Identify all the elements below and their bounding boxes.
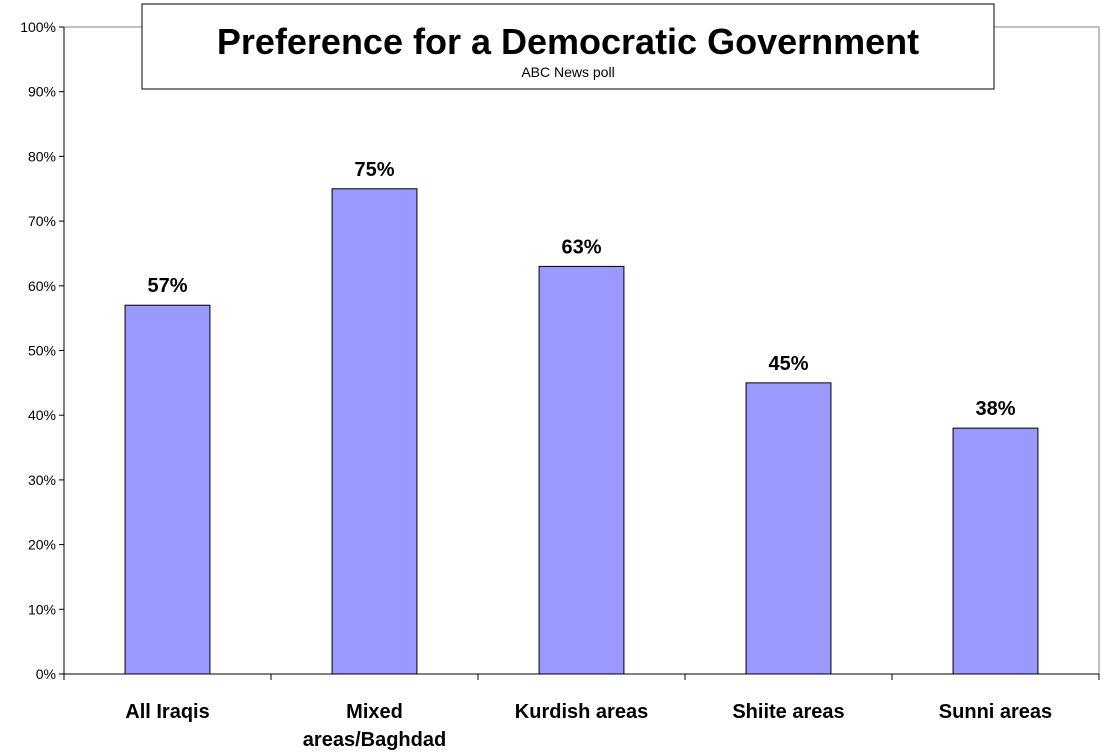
y-tick-label: 40% bbox=[28, 407, 56, 423]
data-label: 57% bbox=[147, 275, 187, 297]
y-tick-label: 70% bbox=[28, 213, 56, 229]
x-category-label: Shiite areas bbox=[732, 701, 844, 723]
y-tick-label: 60% bbox=[28, 278, 56, 294]
data-label: 38% bbox=[975, 398, 1015, 420]
x-category-label: areas/Baghdad bbox=[303, 729, 446, 751]
title-box: Preference for a Democratic Government A… bbox=[141, 3, 995, 90]
x-category-label: All Iraqis bbox=[125, 701, 209, 723]
x-category-label: Mixed bbox=[346, 701, 403, 723]
bar bbox=[952, 427, 1039, 675]
y-tick-label: 20% bbox=[28, 537, 56, 553]
bar bbox=[538, 265, 625, 675]
y-tick-label: 10% bbox=[28, 601, 56, 617]
data-label: 45% bbox=[768, 353, 808, 375]
y-tick-label: 0% bbox=[36, 666, 56, 682]
y-tick-label: 30% bbox=[28, 472, 56, 488]
bar bbox=[331, 188, 418, 675]
data-label: 75% bbox=[354, 159, 394, 181]
x-category-label: Kurdish areas bbox=[515, 701, 648, 723]
chart-subtitle: ABC News poll bbox=[521, 64, 614, 80]
bar bbox=[124, 304, 211, 675]
chart-title: Preference for a Democratic Government bbox=[217, 21, 919, 62]
data-label: 63% bbox=[561, 236, 601, 258]
x-category-label: Sunni areas bbox=[939, 701, 1052, 723]
bar bbox=[745, 382, 832, 675]
y-tick-label: 90% bbox=[28, 84, 56, 100]
y-tick-label: 80% bbox=[28, 148, 56, 164]
plot-area: 0% 10% 20% 30% 40% 50% 60% 70% 80% 90% 100% 57% All … bbox=[20, 19, 1100, 751]
y-tick-label: 50% bbox=[28, 343, 56, 359]
y-tick-label: 100% bbox=[20, 19, 56, 35]
title-box-frame bbox=[141, 3, 995, 90]
